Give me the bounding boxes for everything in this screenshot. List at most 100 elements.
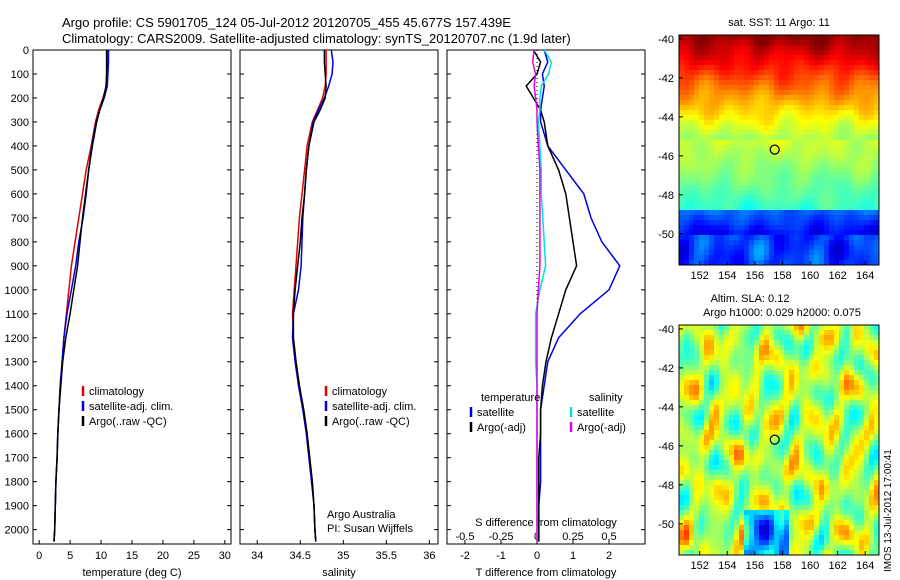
map-cell <box>764 90 770 96</box>
map-cell <box>799 155 805 161</box>
map-cell <box>769 35 775 41</box>
map-cell <box>829 235 835 241</box>
map-cell <box>694 495 700 501</box>
map-cell <box>809 510 815 516</box>
map-cell <box>739 40 745 46</box>
map-cell <box>744 140 750 146</box>
map-cell <box>754 115 760 121</box>
map-cell <box>724 115 730 121</box>
map-cell <box>734 360 740 366</box>
map-cell <box>854 530 860 536</box>
map-cell <box>689 215 695 221</box>
map-cell <box>719 185 725 191</box>
map-cell <box>689 210 695 216</box>
map-cell <box>704 155 710 161</box>
map-cell <box>714 160 720 166</box>
map-cell <box>839 445 845 451</box>
map-cell <box>789 130 795 136</box>
map-cell <box>739 525 745 531</box>
map-cell <box>764 550 770 555</box>
map-xtick-label: 160 <box>801 270 819 282</box>
map-cell <box>759 85 765 91</box>
map-cell <box>824 435 830 441</box>
map-cell <box>704 95 710 101</box>
map-cell <box>689 325 695 331</box>
map-cell <box>849 75 855 81</box>
map-cell <box>699 465 705 471</box>
map-cell <box>729 445 735 451</box>
map-cell <box>699 445 705 451</box>
map-cell <box>784 60 790 66</box>
map-cell <box>704 530 710 536</box>
map-cell <box>784 205 790 211</box>
map-cell <box>764 500 770 506</box>
map-cell <box>774 130 780 136</box>
map-cell <box>769 540 775 546</box>
map-cell <box>714 80 720 86</box>
map-cell <box>774 150 780 156</box>
map-cell <box>799 245 805 251</box>
temperature-xtick-label: 25 <box>188 550 200 562</box>
map-cell <box>854 550 860 555</box>
map-cell <box>699 530 705 536</box>
map-cell <box>709 110 715 116</box>
map-cell <box>824 70 830 76</box>
map-cell <box>849 485 855 491</box>
map-cell <box>739 35 745 41</box>
map-cell <box>859 430 865 436</box>
map-cell <box>814 490 820 496</box>
map-cell <box>764 510 770 516</box>
map-cell <box>864 115 870 121</box>
map-cell <box>729 100 735 106</box>
map-cell <box>864 525 870 531</box>
map-cell <box>779 385 785 391</box>
map-cell <box>694 245 700 251</box>
map-cell <box>679 245 685 251</box>
map-cell <box>859 345 865 351</box>
map-cell <box>679 260 685 265</box>
map-cell <box>834 215 840 221</box>
map-cell <box>809 355 815 361</box>
map-cell <box>869 420 875 426</box>
map-cell <box>719 225 725 231</box>
map-cell <box>769 155 775 161</box>
map-cell <box>744 135 750 141</box>
map-cell <box>729 535 735 541</box>
map-cell <box>679 195 685 201</box>
map-cell <box>759 345 765 351</box>
map-cell <box>864 140 870 146</box>
map-cell <box>779 440 785 446</box>
map-cell <box>739 490 745 496</box>
map-cell <box>704 90 710 96</box>
salinity-xtick-label: 36 <box>423 550 435 562</box>
map-cell <box>774 90 780 96</box>
map-cell <box>699 355 705 361</box>
map-cell <box>764 230 770 236</box>
map-cell <box>739 150 745 156</box>
map-cell <box>734 260 740 265</box>
map-cell <box>719 55 725 61</box>
map-cell <box>849 325 855 331</box>
map-cell <box>774 465 780 471</box>
map-cell <box>839 375 845 381</box>
map-cell <box>779 335 785 341</box>
map-cell <box>689 380 695 386</box>
map-cell <box>749 340 755 346</box>
map-cell <box>759 485 765 491</box>
map-cell <box>729 425 735 431</box>
map-cell <box>834 360 840 366</box>
map-cell <box>844 50 850 56</box>
map-cell <box>754 40 760 46</box>
map-cell <box>719 40 725 46</box>
map-cell <box>834 85 840 91</box>
map-cell <box>769 115 775 121</box>
map-cell <box>719 80 725 86</box>
map-cell <box>759 235 765 241</box>
map-cell <box>759 465 765 471</box>
credit-line2: PI: Susan Wijffels <box>327 523 413 535</box>
map-cell <box>814 120 820 126</box>
map-cell <box>774 405 780 411</box>
map-cell <box>779 155 785 161</box>
map-cell <box>829 220 835 226</box>
map-cell <box>794 520 800 526</box>
